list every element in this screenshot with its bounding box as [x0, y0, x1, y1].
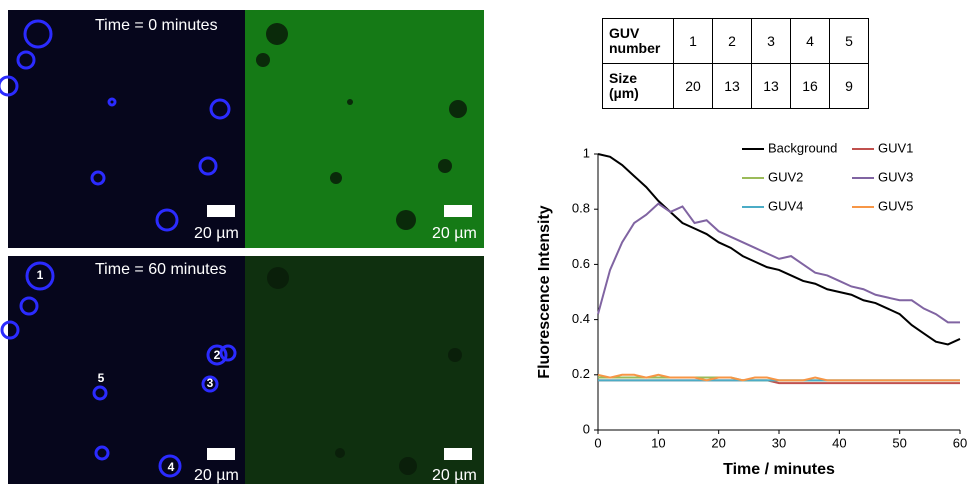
- guv-label: 2: [214, 348, 221, 362]
- size-table: GUV number 1 2 3 4 5 Size (µm) 20 13 13 …: [602, 18, 869, 109]
- y-tick-label: 0.2: [572, 366, 590, 381]
- blue-channel: [8, 10, 245, 248]
- scale-label: 20 µm: [194, 467, 239, 484]
- table-cell: 16: [790, 63, 830, 109]
- guv-label: 3: [207, 376, 214, 390]
- legend-label: GUV4: [768, 198, 803, 213]
- x-tick-label: 20: [711, 435, 725, 450]
- table-cell: 5: [829, 18, 869, 64]
- series-line: [597, 202, 960, 324]
- guv-labels: 1 2 3 4 5: [37, 268, 221, 474]
- x-tick-label: 50: [892, 435, 906, 450]
- table-cell: 1: [673, 18, 713, 64]
- y-tick-label: 0.6: [572, 256, 590, 271]
- table-cell: 13: [712, 63, 752, 109]
- guv-label: 1: [37, 268, 44, 282]
- guv-outlines: [0, 261, 237, 478]
- y-tick-label: 0.8: [572, 201, 590, 216]
- x-tick-label: 30: [772, 435, 786, 450]
- guv-shadows: [267, 267, 462, 475]
- legend-label: GUV3: [878, 169, 913, 184]
- legend-label: Background: [768, 140, 837, 155]
- blue-channel: [8, 256, 245, 484]
- scale-bar: [444, 205, 472, 217]
- guv-shadows: [256, 23, 467, 230]
- scale-bar: [444, 448, 472, 460]
- table-cell: 2: [712, 18, 752, 64]
- time-label: Time = 60 minutes: [95, 261, 226, 278]
- table-header: Size (µm): [602, 63, 674, 109]
- table-cell: 9: [829, 63, 869, 109]
- scale-label: 20 µm: [432, 225, 477, 242]
- legend-label: GUV5: [878, 198, 913, 213]
- series-line: [597, 373, 960, 382]
- table-header: GUV number: [602, 18, 674, 64]
- scale-bar: [207, 205, 235, 217]
- scale-bars: [207, 205, 472, 460]
- scale-labels: 20 µm 20 µm 20 µm 20 µm: [194, 225, 477, 484]
- scale-bar: [207, 448, 235, 460]
- table-cell: 3: [751, 18, 791, 64]
- x-axis-label: Time / minutes: [723, 461, 835, 478]
- x-tick-label: 0: [594, 435, 601, 450]
- scale-label: 20 µm: [432, 467, 477, 484]
- y-tick-label: 0: [583, 421, 590, 436]
- time-label: Time = 0 minutes: [95, 17, 218, 34]
- scale-label: 20 µm: [194, 225, 239, 242]
- y-tick-label: 0.4: [572, 311, 590, 326]
- table-row: GUV number 1 2 3 4 5: [602, 18, 869, 64]
- guv-label: 4: [168, 460, 175, 474]
- x-tick-label: 40: [832, 435, 846, 450]
- y-tick-label: 1: [583, 145, 590, 160]
- series-line: [597, 153, 961, 346]
- table-cell: 13: [751, 63, 791, 109]
- green-channel: [245, 256, 484, 484]
- time-labels: Time = 0 minutes Time = 60 minutes: [95, 17, 226, 278]
- y-axis-label: Fluorescence Intensity: [536, 205, 553, 378]
- x-tick-label: 60: [953, 435, 967, 450]
- table-row: Size (µm) 20 13 13 16 9: [602, 63, 869, 109]
- guv-outlines: [0, 19, 231, 232]
- guv-label: 5: [98, 371, 105, 385]
- table-cell: 4: [790, 18, 830, 64]
- legend-label: GUV2: [768, 169, 803, 184]
- table-cell: 20: [673, 63, 713, 109]
- legend-label: GUV1: [878, 140, 913, 155]
- x-tick-label: 10: [651, 435, 665, 450]
